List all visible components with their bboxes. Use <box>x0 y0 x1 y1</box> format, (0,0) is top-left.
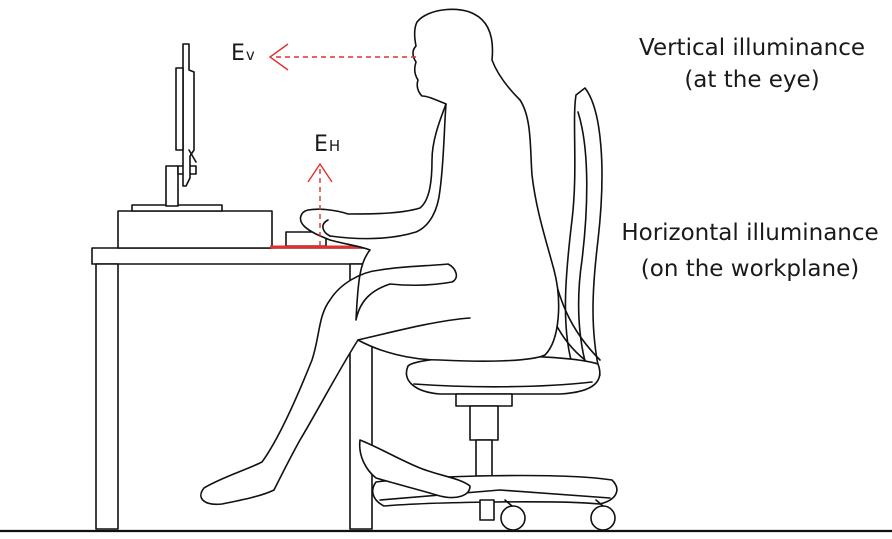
seated-person-icon <box>200 8 560 506</box>
eh-symbol: EH <box>314 132 340 157</box>
ev-symbol: Ev <box>231 41 255 66</box>
horizontal-illuminance-subtitle: (on the workplane) <box>641 256 859 282</box>
eh-subscript: H <box>329 137 340 155</box>
vertical-illuminance-subtitle: (at the eye) <box>684 67 819 93</box>
monitor-icon <box>117 43 273 249</box>
ev-subscript: v <box>246 46 255 64</box>
vertical-illuminance-title: Vertical illuminance <box>639 35 865 61</box>
ev-arrowhead <box>268 43 289 71</box>
horizontal-illuminance-title: Horizontal illuminance <box>621 220 878 246</box>
eh-arrowhead <box>307 162 333 183</box>
